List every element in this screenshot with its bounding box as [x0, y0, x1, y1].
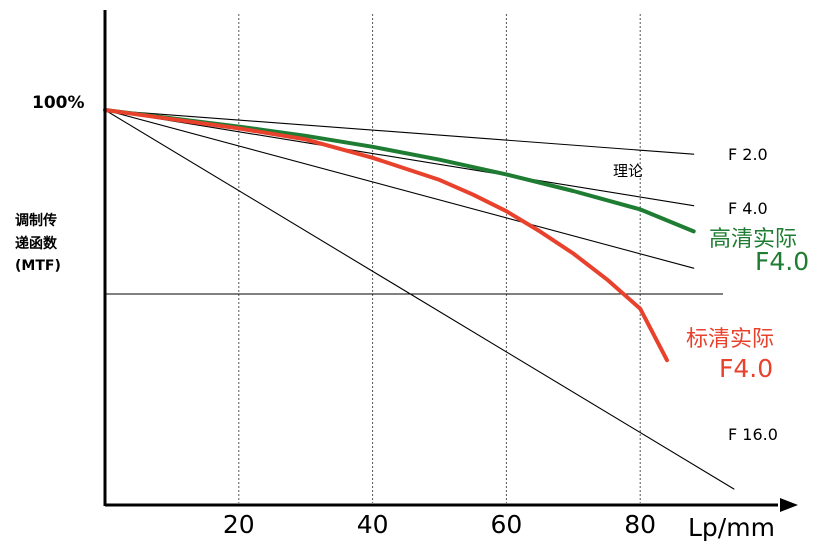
sd-actual-label-line-1: 标清实际	[686, 327, 774, 352]
x-tick-labels: 20 40 60 80	[223, 510, 656, 539]
actual-line-4	[103, 108, 696, 234]
hd-actual-label-line-1: 高清实际	[709, 227, 797, 252]
theory-line-0	[104, 109, 695, 155]
series-group	[103, 108, 735, 490]
x-axis-arrow-icon	[780, 498, 798, 512]
series-label-f4: F 4.0	[728, 199, 768, 218]
y-tick-label-100: 100%	[32, 93, 85, 113]
theory-line-3	[104, 109, 735, 490]
axes	[103, 10, 798, 512]
theory-line-2	[104, 109, 695, 269]
theory-line-1	[104, 109, 695, 207]
sd-actual-label-line-2: F4.0	[719, 354, 773, 383]
y-axis-label-line-3: (MTF)	[15, 258, 61, 274]
x-tick-label-80: 80	[624, 510, 656, 539]
actual-line-5	[103, 108, 669, 363]
grid-lines	[105, 14, 723, 503]
x-tick-label-40: 40	[357, 510, 389, 539]
series-label-f2: F 2.0	[728, 145, 768, 164]
x-tick-label-20: 20	[223, 510, 255, 539]
theory-label: 理论	[613, 162, 643, 180]
y-axis-label-line-1: 调制传	[15, 212, 57, 229]
x-tick-label-60: 60	[490, 510, 522, 539]
x-axis-label: Lp/mm	[688, 513, 775, 542]
y-axis-label-line-2: 递函数	[15, 235, 58, 252]
series-label-f16: F 16.0	[728, 425, 778, 444]
hd-actual-label-line-2: F4.0	[755, 247, 809, 276]
